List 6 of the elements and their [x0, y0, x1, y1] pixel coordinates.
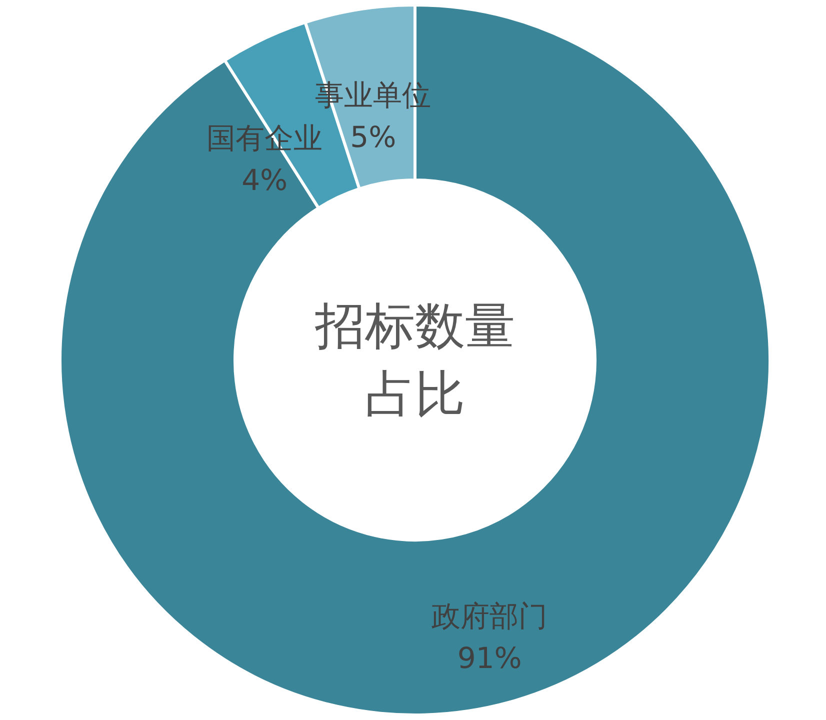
data-label: 91% — [457, 640, 522, 675]
data-label: 5% — [350, 120, 396, 154]
data-label: 4% — [242, 162, 288, 197]
donut-slice — [58, 4, 772, 716]
text: 招标数量占比 — [314, 296, 516, 425]
slice-label: 政府部门 — [432, 598, 548, 633]
